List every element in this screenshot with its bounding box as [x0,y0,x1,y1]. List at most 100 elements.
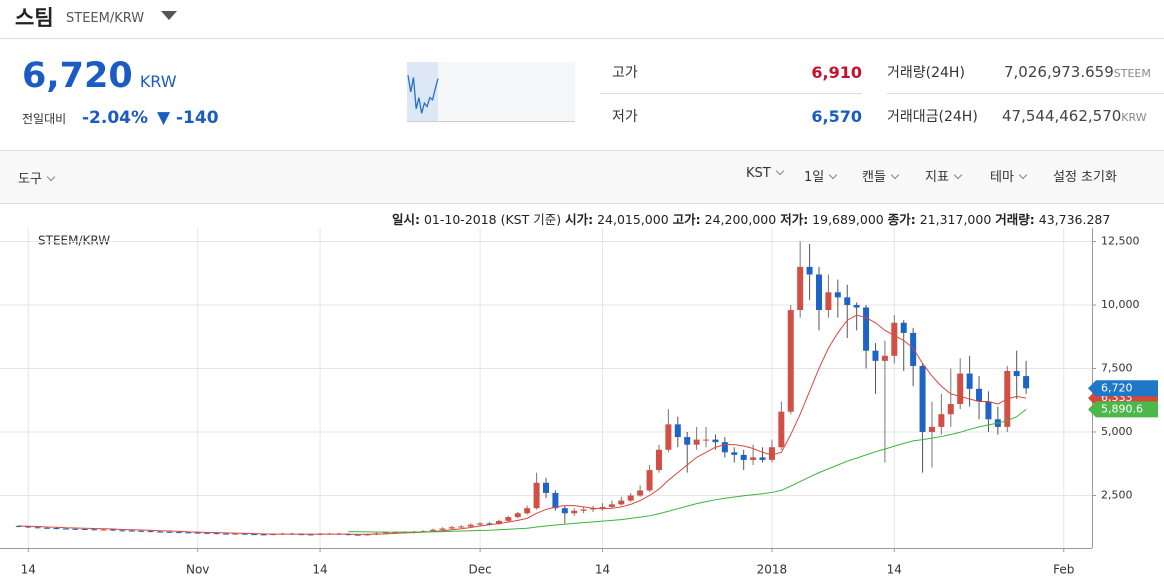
moving-average-line [18,314,1027,535]
candle-body [175,532,182,534]
info-value: 21,317,000 [919,212,992,227]
top-bar: 스팀 STEEM/KRW [0,0,1164,39]
volume-label: 거래량(24H) [887,65,965,81]
candle-body [919,365,926,432]
candle-body [759,457,766,460]
candle-body [495,520,502,524]
candle-body [251,534,258,536]
candle-body [166,531,173,533]
candle-body [552,492,559,509]
y-tick-label: 10,000 [1101,298,1140,311]
candle-body [505,517,512,521]
candle-body [109,529,116,531]
change-abs: ▼ -140 [157,108,219,128]
candle-body [62,528,69,530]
candle-body [703,439,710,441]
info-label: 일시: [392,212,420,227]
timezone-menu[interactable]: KST [746,166,787,181]
candle-body [25,526,32,528]
candle-body [571,510,578,514]
reset-button[interactable]: 설정 초기화 [1053,170,1117,185]
candle-body [138,530,145,532]
candle-body [580,509,587,511]
dropdown-toggle[interactable] [161,11,177,21]
candle-body [232,533,239,535]
candle-body [185,532,192,534]
candle-body [1013,371,1020,377]
toolbar-item: 테마 [990,170,1014,185]
tools-menu[interactable]: 도구 [18,168,58,187]
candle-body [147,531,154,533]
candle-body [768,447,775,460]
tools-label: 도구 [18,172,42,187]
candle-body [646,470,653,491]
candle-body [900,322,907,333]
candle-body [53,528,60,530]
x-tick-label: Dec [468,563,491,577]
candle-body [693,439,700,445]
indicator-menu[interactable]: 지표 [925,166,965,185]
candle-body [816,274,822,311]
candle-body [561,508,568,514]
info-value: 01-10-2018 (KST 기준) [423,212,562,227]
toolbar-item: 캔들 [862,170,886,185]
current-price: 6,720 [22,56,133,96]
price-tag [1088,401,1158,418]
candle-body [750,457,757,460]
info-value: 24,015,000 [597,212,669,227]
candle-body [881,355,888,361]
low-value: 6,570 [811,107,862,126]
candle-body [354,534,361,536]
candle-body [976,388,983,402]
interval-menu[interactable]: 1일 [804,166,840,185]
candle-body [467,524,474,527]
candle-body [637,490,644,496]
candle-body [157,531,164,533]
x-tick-label: Nov [186,563,209,577]
candle-body [260,534,267,536]
theme-menu[interactable]: 테마 [990,166,1030,185]
candle-body [222,533,229,535]
change-pct: -2.04% [82,108,149,128]
candle-body [34,527,41,529]
candle-body [91,529,98,531]
low-label: 저가 [612,109,638,125]
candle-body [241,533,248,535]
x-tick-label: 14 [312,563,327,577]
chart-type-menu[interactable]: 캔들 [862,166,902,185]
candle-body [834,292,841,298]
amount-unit: KRW [1121,111,1147,124]
candle-body [910,332,917,366]
candle-body [81,529,88,531]
candle-body [514,513,521,518]
candle-body [947,404,954,415]
candle-body [486,523,493,525]
candle-body [872,350,879,361]
candle-body [740,454,747,460]
candle-body [439,528,446,530]
x-tick-label: 14 [595,563,610,577]
candle-body [477,523,484,525]
x-tick-label: 14 [887,563,902,577]
candle-body [458,526,465,528]
candle-body [100,529,107,531]
toolbar-item: 지표 [925,170,949,185]
candle-body [806,266,813,275]
info-label: 저가: [780,212,809,227]
candle-body [712,439,719,443]
amount-number: 47,544,462,570 [1002,107,1122,125]
amount-label: 거래대금(24H) [887,109,978,125]
price-tag [1088,380,1158,397]
candle-body [891,322,898,356]
sparkline [407,62,575,122]
candle-body [863,307,870,351]
candle-body [731,452,738,455]
ohlc-info: 일시: 01-10-2018 (KST 기준) 시가: 24,015,000 고… [392,209,1110,228]
candle-body [966,373,973,389]
divider [600,93,862,94]
y-tick-label: 2,500 [1101,488,1133,501]
candle-body [213,533,220,535]
candle-body [307,534,314,536]
